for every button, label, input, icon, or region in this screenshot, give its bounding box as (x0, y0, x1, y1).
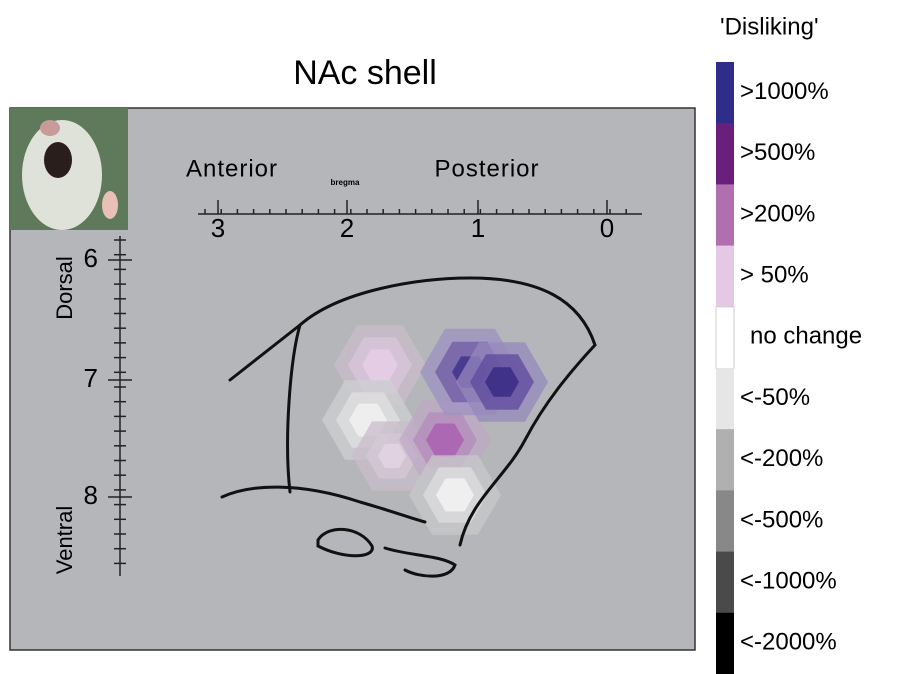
dv-tick-label: 7 (84, 363, 98, 393)
legend-label: <-500% (740, 506, 823, 533)
ventral-label: Ventral (52, 506, 77, 575)
ap-tick-label: 1 (471, 213, 485, 243)
legend-label: >500% (740, 139, 815, 166)
legend-swatch (716, 62, 734, 124)
legend-swatch (716, 612, 734, 674)
legend-swatch (716, 184, 734, 247)
legend-label: >200% (740, 200, 815, 227)
bregma-label: bregma (331, 178, 360, 187)
rat-photo (10, 108, 128, 230)
legend-swatch (716, 123, 734, 185)
legend-swatch (716, 245, 734, 308)
legend-swatch (716, 429, 734, 491)
sites (322, 325, 548, 535)
legend: >1000% >500% >200% > 50% no change <-50% <-200… (715, 62, 862, 674)
brain-outline (220, 276, 597, 578)
legend-label: <-50% (740, 384, 810, 411)
legend-label: <-200% (740, 445, 823, 472)
dorsal-label: Dorsal (52, 256, 77, 320)
dv-tick-label: 8 (84, 480, 98, 510)
dv-tick-label: 6 (84, 243, 98, 273)
legend-swatch (716, 490, 734, 553)
legend-swatch (715, 306, 735, 369)
ap-tick-label: 2 (340, 213, 354, 243)
legend-label: > 50% (740, 262, 809, 289)
legend-title: 'Disliking' (720, 13, 819, 40)
legend-label: no change (750, 323, 862, 350)
title: NAc shell (293, 54, 437, 92)
ap-tick-label: 0 (600, 213, 614, 243)
posterior-label: Posterior (434, 155, 539, 182)
legend-label: <-1000% (740, 568, 837, 595)
legend-swatch (716, 368, 734, 430)
site-hex (362, 349, 398, 381)
site-hex (426, 423, 464, 457)
legend-label: <-2000% (740, 629, 837, 656)
site-hex (378, 443, 406, 469)
site-hex (485, 367, 519, 397)
anterior-label: Anterior (186, 155, 278, 182)
ap-tick-label: 3 (211, 213, 225, 243)
site-hex (436, 478, 474, 512)
legend-label: >1000% (740, 78, 829, 105)
legend-swatch (716, 551, 734, 614)
